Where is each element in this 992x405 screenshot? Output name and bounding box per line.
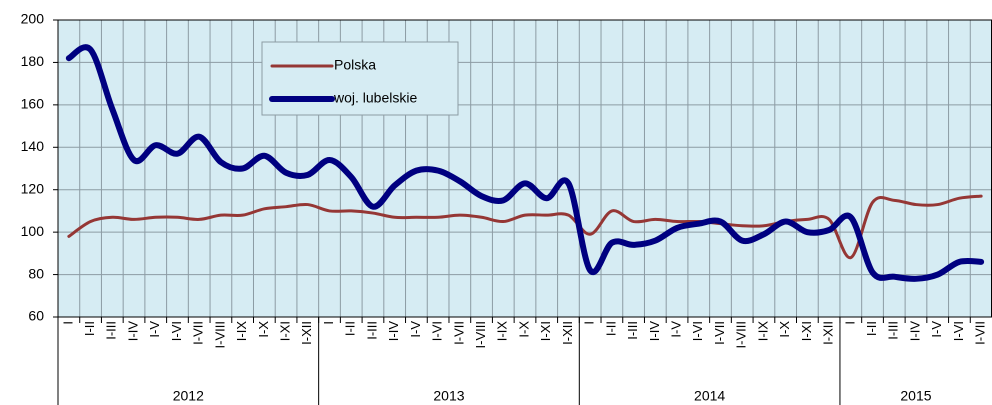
x-tick-label: I-XI: [538, 321, 553, 341]
group-label: 2012: [173, 388, 204, 404]
x-tick-label: I-XI: [278, 321, 293, 341]
y-tick-label: 200: [21, 11, 45, 27]
series-line: [65, 44, 985, 282]
x-tick-label: I-IX: [495, 321, 510, 342]
x-tick-label: I-VIII: [212, 321, 227, 348]
legend-label: Polska: [334, 57, 376, 73]
x-tick-label: I-VI: [951, 321, 966, 341]
x-tick-label: I-III: [625, 321, 640, 340]
group-label: 2013: [433, 388, 464, 404]
x-tick-label: I-II: [864, 321, 879, 336]
y-tick-label: 120: [21, 180, 45, 196]
legend-box: [261, 41, 459, 116]
x-tick-label: I-VI: [169, 321, 184, 341]
x-tick-label: I-IX: [755, 321, 770, 342]
x-tick-label: I-XI: [799, 321, 814, 341]
x-tick-label: I-IV: [386, 321, 401, 342]
series-line: [67, 194, 983, 260]
x-tick-label: I-IX: [234, 321, 249, 342]
x-tick-label: I: [321, 321, 336, 325]
x-tick-label: I-VII: [451, 321, 466, 345]
x-tick-label: I-VIII: [473, 321, 488, 348]
x-tick-label: I-IV: [907, 321, 922, 342]
x-tick-label: I-V: [668, 321, 683, 338]
x-tick-label: I-VII: [712, 321, 727, 345]
x-tick-label: I-III: [886, 321, 901, 340]
group-label: 2015: [900, 388, 931, 404]
x-tick-label: I-IV: [125, 321, 140, 342]
x-tick-label: I: [582, 321, 597, 325]
x-tick-label: I-XII: [560, 321, 575, 345]
x-tick-label: I-VIII: [734, 321, 749, 348]
x-tick-label: I-XII: [821, 321, 836, 345]
x-tick-label: I-V: [147, 321, 162, 338]
y-tick-label: 160: [21, 96, 45, 112]
y-tick-label: 140: [21, 138, 45, 154]
y-tick-label: 80: [28, 265, 44, 281]
x-tick-label: I-XII: [299, 321, 314, 345]
y-tick-label: 180: [21, 53, 45, 69]
x-tick-label: I-V: [408, 321, 423, 338]
plot-area: [58, 20, 992, 317]
x-tick-label: I-III: [104, 321, 119, 340]
x-tick-label: I-II: [82, 321, 97, 336]
x-tick-label: I-X: [516, 321, 531, 338]
x-tick-label: I-VII: [191, 321, 206, 345]
x-tick-label: I: [842, 321, 857, 325]
x-tick-label: I-VI: [430, 321, 445, 341]
x-tick-label: I: [60, 321, 75, 325]
x-tick-label: I-VI: [690, 321, 705, 341]
group-label: 2014: [694, 388, 725, 404]
x-tick-label: I-V: [929, 321, 944, 338]
y-tick-label: 60: [28, 308, 44, 324]
y-tick-label: 100: [21, 223, 45, 239]
x-tick-label: I-X: [777, 321, 792, 338]
x-tick-label: I-IV: [647, 321, 662, 342]
x-tick-label: I-VII: [973, 321, 988, 345]
x-tick-label: I-III: [364, 321, 379, 340]
legend-label: woj. lubelskie: [333, 90, 417, 106]
x-tick-label: I-II: [343, 321, 358, 336]
x-tick-label: I-II: [603, 321, 618, 336]
x-tick-label: I-X: [256, 321, 271, 338]
